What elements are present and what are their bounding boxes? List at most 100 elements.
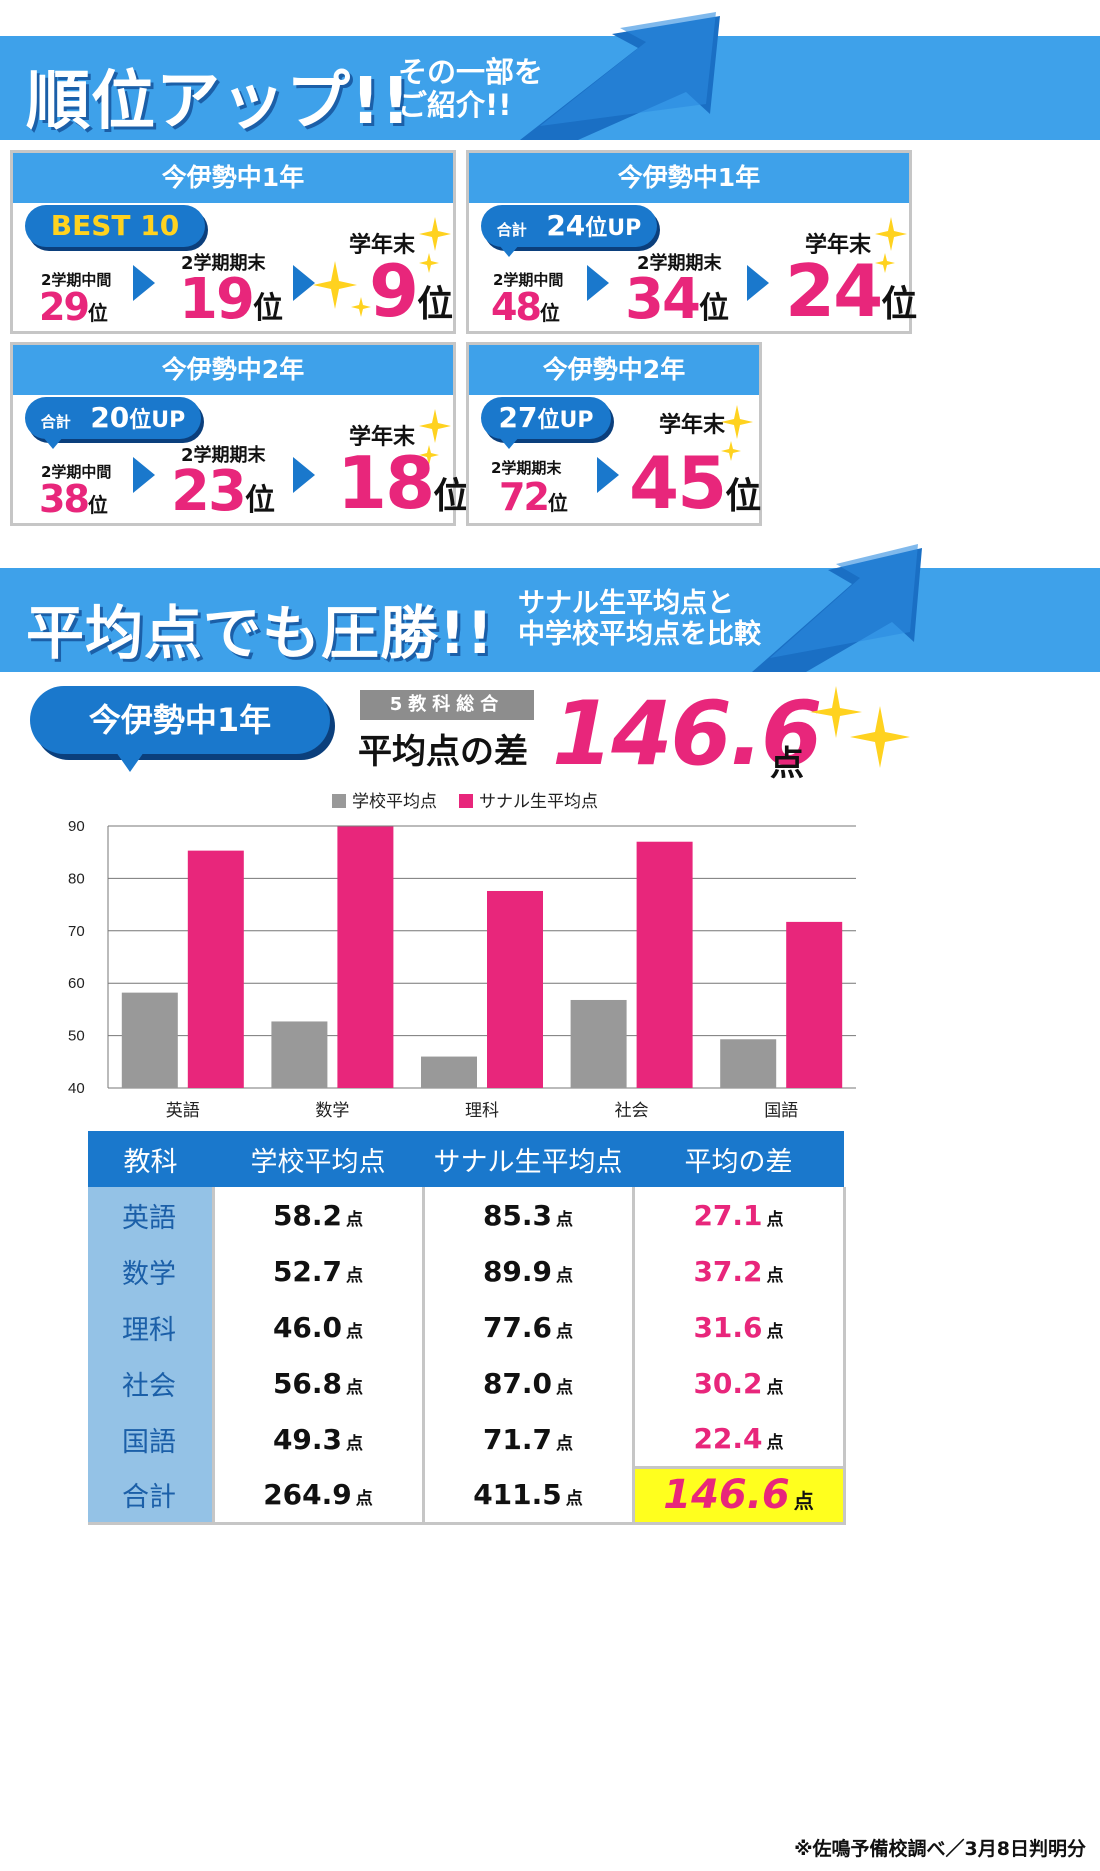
bar: [121, 992, 178, 1088]
score-unit: 点: [346, 1265, 364, 1286]
table-row: 合計 264.9 点 411.5 点 146.6 点: [88, 1465, 846, 1525]
bar: [570, 999, 627, 1088]
legend-swatch: [459, 794, 473, 808]
end-term-label: 2学期期末: [637, 253, 722, 274]
rank-unit: 位: [547, 491, 568, 515]
cell-average-diff-value: 31.6: [693, 1310, 763, 1344]
year-end-rank: 18位: [337, 441, 469, 525]
rank-card-school: 今伊勢中2年: [469, 345, 759, 395]
table-header-diff: 平均の差: [633, 1131, 844, 1187]
bar: [636, 841, 693, 1088]
rank-unit: 位: [87, 301, 108, 325]
rank-unit: 位: [881, 284, 918, 325]
x-tick-label: 社会: [615, 1101, 649, 1121]
cell-school-average: 46.0 点: [211, 1299, 425, 1355]
cell-subject: 社会: [88, 1355, 215, 1411]
rank-card-school: 今伊勢中1年: [469, 153, 909, 203]
rank-up-value: 27: [498, 401, 538, 434]
cell-sanaru-average: 87.0 点: [421, 1355, 635, 1411]
rank-unit: 位: [698, 291, 729, 326]
rank-unit: 位: [417, 284, 454, 325]
score-unit: 点: [346, 1209, 364, 1230]
y-tick-label: 60: [68, 975, 85, 992]
sparkle-icon: [313, 261, 371, 317]
legend-swatch: [332, 794, 346, 808]
table-row: 数学 52.7 点 89.9 点 37.2 点: [88, 1243, 846, 1299]
rank-card-school: 今伊勢中1年: [13, 153, 453, 203]
x-tick-label: 理科: [465, 1101, 499, 1121]
rank-card-1: 今伊勢中1年 BEST 10 2学期中間 29位 2学期期末 19位 学年末 9…: [10, 150, 456, 334]
year-end-label: 学年末: [349, 233, 416, 258]
mid-term-label: 2学期中間: [41, 271, 112, 289]
rank-unit: 位: [433, 476, 470, 517]
ranking-banner-subtitle: その一部を ご紹介!!: [398, 55, 544, 123]
rank-up-value: 20: [90, 401, 130, 434]
score-table: 教科 学校平均点 サナル生平均点 平均の差 英語 58.2 点 85.3 点 27.1 点数…: [88, 1131, 846, 1525]
year-end-label: 学年末: [805, 233, 872, 258]
rank-up-badge: 合計 24位UP: [481, 205, 657, 257]
cell-average-diff-value: 22.4: [693, 1421, 763, 1455]
year-end-rank: 45位: [629, 441, 761, 525]
cell-school-average: 58.2 点: [211, 1187, 425, 1243]
end-term-rank-value: 19: [179, 267, 255, 332]
sparkle-icon: [875, 217, 907, 273]
cell-average-diff: 37.2 点: [631, 1243, 846, 1299]
table-header-subject: 教科: [88, 1131, 213, 1187]
year-end-rank-value: 45: [629, 441, 727, 525]
cell-school-average-value: 46.0: [272, 1310, 343, 1344]
score-unit: 点: [556, 1321, 574, 1342]
score-unit: 点: [793, 1489, 814, 1513]
score-unit: 点: [766, 1265, 784, 1286]
cell-average-diff-value: 27.1: [693, 1198, 763, 1232]
arrow-right-icon: [133, 265, 155, 301]
rank-unit: 位: [87, 493, 108, 517]
average-diff-value: 146.6: [552, 682, 822, 785]
year-end-rank-value: 9: [369, 249, 419, 333]
cell-average-diff-value: 37.2: [693, 1254, 763, 1288]
cell-school-average: 56.8 点: [211, 1355, 425, 1411]
mid-term-rank-value: 29: [39, 285, 90, 329]
up-arrow-icon: [752, 544, 922, 672]
average-diff-label: 平均点の差: [358, 732, 528, 772]
year-end-rank: 9位: [369, 249, 453, 333]
ranking-banner-subtitle-line1: その一部を: [398, 55, 544, 89]
cell-sanaru-average-value: 87.0: [482, 1366, 553, 1400]
rank-card-4: 今伊勢中2年 27位UP 2学期期末 72位 学年末 45位: [466, 342, 762, 526]
score-unit: 点: [355, 1488, 373, 1509]
school-bubble: 今伊勢中1年: [30, 686, 330, 772]
up-arrow-icon: [520, 12, 720, 140]
cell-average-diff: 146.6 点: [631, 1465, 846, 1525]
score-unit: 点: [346, 1433, 364, 1454]
table-header-sanaru: サナル生平均点: [423, 1131, 633, 1187]
sparkle-icon: [419, 409, 451, 465]
average-banner-subtitle: サナル生平均点と 中学校平均点を比較: [518, 588, 761, 650]
cell-sanaru-average: 85.3 点: [421, 1187, 635, 1243]
end-term-label: 2学期期末: [181, 253, 266, 274]
arrow-right-icon: [747, 265, 769, 301]
cell-sanaru-average: 77.6 点: [421, 1299, 635, 1355]
y-tick-label: 90: [68, 818, 85, 835]
cell-school-average-value: 52.7: [272, 1254, 343, 1288]
mid-term-label: 2学期中間: [41, 463, 112, 481]
cell-average-diff-value: 146.6: [663, 1472, 790, 1518]
mid-term-rank: 29位: [39, 285, 108, 329]
mid-term-label: 2学期中間: [493, 271, 564, 289]
bar: [271, 1021, 328, 1088]
cell-school-average-value: 56.8: [272, 1366, 343, 1400]
end-term-rank-value: 23: [171, 459, 247, 524]
y-tick-label: 50: [68, 1028, 85, 1045]
average-banner: 平均点でも圧勝!! サナル生平均点と 中学校平均点を比較: [0, 568, 1100, 672]
x-tick-label: 数学: [315, 1101, 349, 1121]
arrow-right-icon: [293, 457, 315, 493]
ranking-banner-subtitle-line2: ご紹介!!: [398, 88, 512, 123]
rank-unit: 位: [252, 291, 283, 326]
cell-school-average: 49.3 点: [211, 1411, 425, 1467]
score-unit: 点: [766, 1377, 784, 1398]
year-end-label: 学年末: [659, 413, 726, 438]
table-row: 理科 46.0 点 77.6 点 31.6 点: [88, 1299, 846, 1355]
total-label: 合計: [40, 413, 71, 431]
cell-sanaru-average: 89.9 点: [421, 1243, 635, 1299]
rank-up-unit: 位UP: [129, 408, 186, 433]
cell-sanaru-average: 411.5 点: [421, 1467, 635, 1525]
cell-average-diff: 22.4 点: [631, 1411, 846, 1467]
